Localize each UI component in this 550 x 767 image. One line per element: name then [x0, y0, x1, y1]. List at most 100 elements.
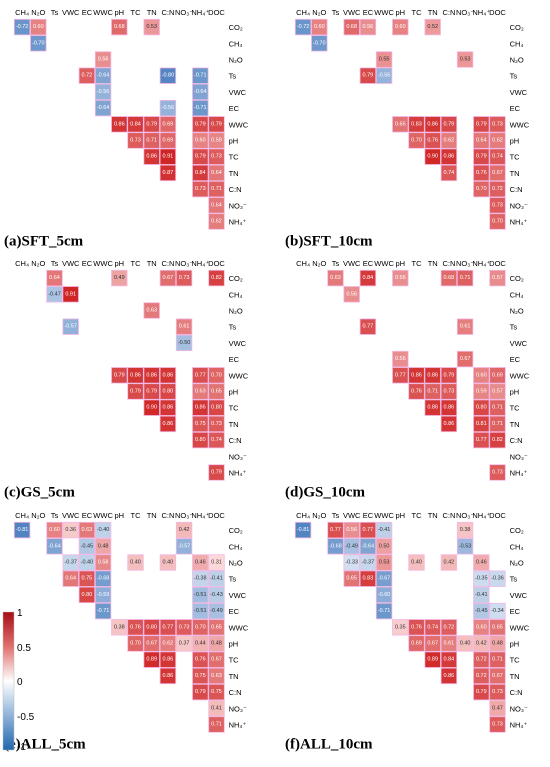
- heatmap-cell: [46, 538, 63, 555]
- heatmap-cell: [424, 148, 441, 165]
- row-label: VWC: [229, 88, 247, 97]
- heatmap-cell: [489, 602, 506, 620]
- cell-value-label: 0.56: [346, 291, 357, 297]
- heatmap-cell: [192, 619, 209, 636]
- row-label: EC: [510, 104, 521, 113]
- column-label: VWC: [343, 511, 361, 520]
- heatmap-cell: [127, 619, 144, 636]
- heatmap-cell: [489, 635, 506, 652]
- cell-value-label: 0.38: [114, 624, 125, 630]
- cell-value-label: -0.51: [194, 592, 207, 598]
- cell-value-label: 0.71: [492, 657, 503, 663]
- heatmap-cell: [127, 554, 144, 571]
- column-label: C:N: [442, 8, 455, 17]
- heatmap-cell: [473, 148, 490, 165]
- cell-value-label: 0.79: [195, 121, 206, 127]
- cell-value-label: 0.40: [460, 641, 471, 647]
- heatmap-cell: [375, 602, 393, 620]
- cell-value-label: 0.79: [476, 689, 487, 695]
- column-label: pH: [115, 8, 125, 17]
- cell-value-label: -0.68: [329, 543, 342, 549]
- column-label: TN: [147, 511, 157, 520]
- column-label: VWC: [62, 259, 80, 268]
- cell-value-label: -0.40: [97, 527, 110, 533]
- heatmap-cell: [456, 521, 474, 539]
- cell-value-label: 0.63: [195, 389, 206, 395]
- cell-value-label: 0.80: [476, 405, 487, 411]
- column-label: WWC: [93, 259, 113, 268]
- row-label: TC: [510, 404, 521, 413]
- cell-value-label: 0.84: [363, 275, 374, 281]
- cell-value-label: 0.79: [363, 73, 374, 79]
- heatmap-cell: [489, 269, 506, 287]
- heatmap-cell: [175, 269, 193, 287]
- row-label: VWC: [510, 88, 528, 97]
- row-label: CH₄: [510, 290, 524, 299]
- cell-value-label: 0.62: [211, 219, 222, 225]
- heatmap-cell: [78, 67, 96, 84]
- cell-value-label: 0.86: [195, 405, 206, 411]
- heatmap-cell: [489, 415, 506, 433]
- heatmap-cell: [440, 164, 458, 182]
- heatmap-panel: CH₄ N₂O Ts VWC EC WWC pH TC TN C:N NO₃⁻NH₄⁺DOCCO₂C…: [285, 8, 530, 250]
- heatmap-cell: [127, 132, 144, 149]
- cell-value-label: 0.53: [146, 24, 157, 30]
- cell-value-label: -0.41: [210, 576, 223, 582]
- cell-value-label: 0.56: [98, 57, 109, 63]
- column-label: pH: [396, 8, 406, 17]
- cell-value-label: 0.74: [427, 624, 438, 630]
- row-label: CO₂: [229, 23, 243, 32]
- cell-value-label: -0.37: [64, 560, 77, 566]
- row-label: C:N: [510, 436, 523, 445]
- heatmap-cell: [440, 415, 458, 433]
- heatmap-cell: [159, 635, 177, 652]
- cell-value-label: 0.71: [211, 186, 222, 192]
- cell-value-label: 0.82: [492, 437, 503, 443]
- row-label: CO₂: [510, 23, 524, 32]
- heatmap-cell: [62, 554, 79, 571]
- heatmap-cell: [143, 132, 160, 149]
- heatmap-cell: [62, 318, 79, 335]
- cell-value-label: 0.73: [492, 689, 503, 695]
- heatmap-cell: [208, 602, 225, 620]
- cell-value-label: 0.48: [98, 543, 109, 549]
- column-label: NH₄⁺: [191, 8, 209, 17]
- row-label: N₂O: [510, 307, 524, 316]
- heatmap-cell: [208, 415, 225, 433]
- cell-value-label: 0.83: [363, 576, 374, 582]
- heatmap-cell: [375, 67, 393, 84]
- row-label: CO₂: [510, 526, 524, 535]
- column-label: CH₄: [296, 259, 310, 268]
- heatmap-cell: [143, 116, 160, 133]
- heatmap-cell: [424, 18, 441, 36]
- cell-value-label: 0.80: [211, 405, 222, 411]
- heatmap-cell: [208, 635, 225, 652]
- heatmap-cell: [424, 619, 441, 636]
- cell-value-label: 0.64: [211, 202, 222, 208]
- cell-value-label: 0.48: [211, 641, 222, 647]
- heatmap-cell: [359, 18, 377, 36]
- row-label: EC: [510, 355, 521, 364]
- cell-value-label: 0.61: [460, 324, 471, 330]
- heatmap-cell: [343, 554, 360, 571]
- cell-value-label: 0.80: [146, 624, 157, 630]
- heatmap-cell: [143, 399, 160, 416]
- cell-value-label: 0.76: [195, 657, 206, 663]
- heatmap-cell: [408, 554, 425, 571]
- cell-value-label: 0.38: [460, 527, 471, 533]
- cell-value-label: 0.70: [476, 186, 487, 192]
- heatmap-cell: [208, 197, 225, 214]
- row-label: N₂O: [229, 307, 243, 316]
- cell-value-label: 0.69: [411, 641, 422, 647]
- heatmap-cell: [489, 700, 506, 717]
- cell-value-label: 0.79: [195, 154, 206, 160]
- heatmap-cell: [208, 164, 225, 182]
- cell-value-label: 0.86: [444, 421, 455, 427]
- cell-value-label: 0.80: [163, 389, 174, 395]
- heatmap-cell: [473, 667, 490, 685]
- cell-value-label: -0.71: [194, 105, 207, 111]
- column-label: EC: [82, 8, 93, 17]
- heatmap-cell: [424, 132, 441, 149]
- column-label: NO₃⁻: [456, 511, 474, 520]
- cell-value-label: 0.72: [476, 673, 487, 679]
